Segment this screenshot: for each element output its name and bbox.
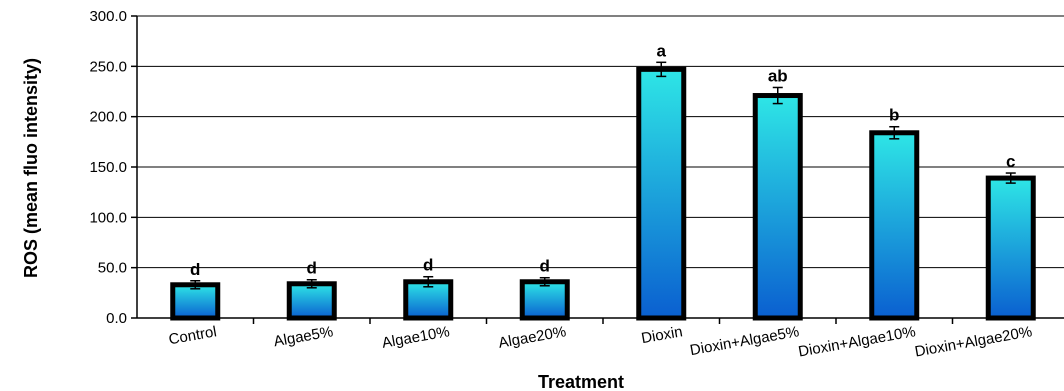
y-tick-label: 50.0 <box>98 260 127 277</box>
y-axis-title: ROS (mean fluo intensity) <box>21 58 41 278</box>
significance-letter: d <box>190 260 200 279</box>
x-category-label: Dioxin+Algae5% <box>689 323 801 359</box>
y-tick-label: 0.0 <box>106 310 127 327</box>
x-category-label: Dioxin <box>640 323 684 347</box>
significance-letter: d <box>307 259 317 278</box>
bars: d d d d a ab b c <box>170 41 1036 324</box>
x-category-label: Control <box>167 323 218 348</box>
bar <box>286 281 337 321</box>
x-category-label: Algae20% <box>497 323 567 352</box>
significance-letter: c <box>1006 152 1015 171</box>
bar <box>869 130 920 321</box>
x-category-label: Algae5% <box>272 323 334 350</box>
y-tick-label: 300.0 <box>89 8 127 25</box>
significance-letter: d <box>540 257 550 276</box>
y-tick-label: 150.0 <box>89 159 127 176</box>
bar <box>636 66 687 321</box>
y-tick-label: 200.0 <box>89 109 127 126</box>
x-category-labels: Control Algae5% Algae10% Algae20% Dioxin Diox… <box>167 323 1033 360</box>
bar <box>170 282 221 321</box>
bar <box>985 175 1036 321</box>
x-category-label: Dioxin+Algae20% <box>913 323 1033 360</box>
y-tick-label: 100.0 <box>89 209 127 226</box>
x-category-label: Algae10% <box>381 323 451 352</box>
gridlines <box>131 15 1064 319</box>
significance-letter: b <box>889 106 899 125</box>
y-tick-labels: 0.0 50.0 100.0 150.0 200.0 250.0 300.0 <box>89 8 127 327</box>
x-category-label: Dioxin+Algae10% <box>797 323 917 360</box>
significance-letter: ab <box>768 66 788 85</box>
y-tick-label: 250.0 <box>89 58 127 75</box>
x-axis-title: Treatment <box>538 372 624 391</box>
significance-letter: a <box>657 41 667 60</box>
bar <box>519 279 570 321</box>
bar <box>752 93 803 321</box>
significance-letter: d <box>423 256 433 275</box>
